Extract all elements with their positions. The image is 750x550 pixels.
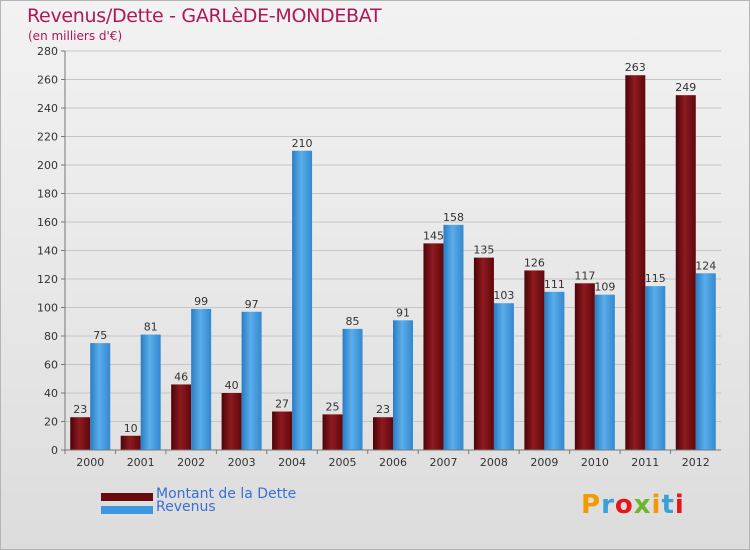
x-tick-label: 2010 <box>581 456 609 469</box>
axes: 0 20 40 60 80 100 120 140 160 180 200 220 240 260 280 2… <box>37 45 721 469</box>
bar-revenus <box>393 320 413 450</box>
bar-dette <box>322 414 343 450</box>
logo-letter: x <box>633 490 652 520</box>
logo-letter: i <box>674 490 685 520</box>
data-label: 111 <box>544 278 565 291</box>
bar-dette <box>272 411 293 450</box>
bar-revenus <box>493 303 514 450</box>
y-tick-label: 240 <box>37 102 58 115</box>
bar-revenus <box>443 224 464 450</box>
y-tick-label: 280 <box>37 45 58 58</box>
bar-dette <box>171 384 192 450</box>
bar-dette <box>524 270 545 450</box>
legend-label-dette: Montant de la Dette <box>156 486 297 502</box>
data-label: 109 <box>594 281 615 294</box>
data-label: 75 <box>93 329 107 342</box>
y-tick-label: 80 <box>44 330 58 343</box>
logo-letter: P <box>581 490 602 520</box>
x-tick-label: 2005 <box>329 456 357 469</box>
x-tick-label: 2012 <box>682 456 710 469</box>
proxiti-logo: Proxiti <box>581 490 685 520</box>
bars <box>70 75 716 451</box>
bar-dette <box>423 243 444 450</box>
bar-dette <box>473 257 494 450</box>
bar-dette <box>675 95 696 451</box>
value-labels: 23 75 10 81 46 99 40 97 27 210 25 85 23 91 145 158 135 10… <box>73 61 716 435</box>
bar-revenus <box>342 328 363 450</box>
x-tick-label: 2002 <box>177 456 205 469</box>
x-tick-label: 2003 <box>228 456 256 469</box>
y-tick-label: 260 <box>37 74 58 87</box>
data-label: 97 <box>245 298 259 311</box>
data-label: 40 <box>225 379 239 392</box>
bar-dette <box>221 393 242 450</box>
data-label: 46 <box>174 370 188 383</box>
x-tick-label: 2007 <box>429 456 457 469</box>
data-label: 103 <box>493 289 514 302</box>
data-label: 126 <box>524 256 545 269</box>
bar-revenus <box>191 308 212 450</box>
data-label: 23 <box>376 403 390 416</box>
x-tick-label: 2001 <box>127 456 155 469</box>
y-tick-label: 60 <box>44 359 58 372</box>
bar-revenus <box>594 294 615 450</box>
bar-dette <box>120 435 141 450</box>
y-tick-label: 200 <box>37 159 58 172</box>
data-label: 81 <box>144 321 158 334</box>
data-label: 85 <box>346 315 360 328</box>
data-label: 263 <box>625 61 646 74</box>
bar-dette <box>70 417 91 450</box>
data-label: 210 <box>292 137 313 150</box>
legend-swatch-dette <box>101 493 153 501</box>
bar-revenus <box>90 343 111 450</box>
data-label: 158 <box>443 211 464 224</box>
data-label: 27 <box>275 398 289 411</box>
y-tick-label: 160 <box>37 216 58 229</box>
bar-revenus <box>645 286 666 450</box>
x-tick-label: 2011 <box>631 456 659 469</box>
chart-title: Revenus/Dette - GARLèDE-MONDEBAT <box>27 5 382 27</box>
chart-subtitle: (en milliers d'€) <box>28 29 123 43</box>
x-tick-label: 2000 <box>76 456 104 469</box>
y-tick-label: 40 <box>44 387 58 400</box>
data-label: 99 <box>194 295 208 308</box>
y-tick-label: 220 <box>37 131 58 144</box>
bar-dette <box>574 283 595 450</box>
legend-label-revenus: Revenus <box>156 499 216 515</box>
bar-revenus <box>241 311 262 450</box>
bar-revenus <box>695 273 716 450</box>
data-label: 145 <box>423 229 444 242</box>
x-tick-label: 2006 <box>379 456 407 469</box>
y-tick-label: 20 <box>44 416 58 429</box>
x-tick-label: 2008 <box>480 456 508 469</box>
bar-dette <box>625 75 646 450</box>
data-label: 124 <box>695 259 716 272</box>
data-label: 115 <box>645 272 666 285</box>
y-tick-label: 180 <box>37 188 58 201</box>
y-tick-label: 100 <box>37 302 58 315</box>
y-tick-label: 120 <box>37 273 58 286</box>
data-label: 117 <box>574 269 595 282</box>
y-tick-label: 0 <box>51 444 58 457</box>
bar-revenus <box>292 150 313 450</box>
legend-swatch-revenus <box>101 506 153 514</box>
data-label: 10 <box>124 422 138 435</box>
bar-dette <box>373 417 393 450</box>
logo-letter: r <box>601 490 615 520</box>
x-tick-label: 2009 <box>530 456 558 469</box>
logo-letter: t <box>661 490 675 520</box>
x-tick-label: 2004 <box>278 456 306 469</box>
data-label: 23 <box>73 403 87 416</box>
y-tick-label: 140 <box>37 245 58 258</box>
bar-revenus <box>140 334 161 450</box>
bar-revenus <box>544 291 565 450</box>
logo-letter: o <box>614 490 634 520</box>
data-label: 249 <box>675 81 696 94</box>
data-label: 25 <box>326 400 340 413</box>
data-label: 91 <box>396 306 410 319</box>
logo-letter: i <box>651 490 662 520</box>
data-label: 135 <box>473 244 494 257</box>
